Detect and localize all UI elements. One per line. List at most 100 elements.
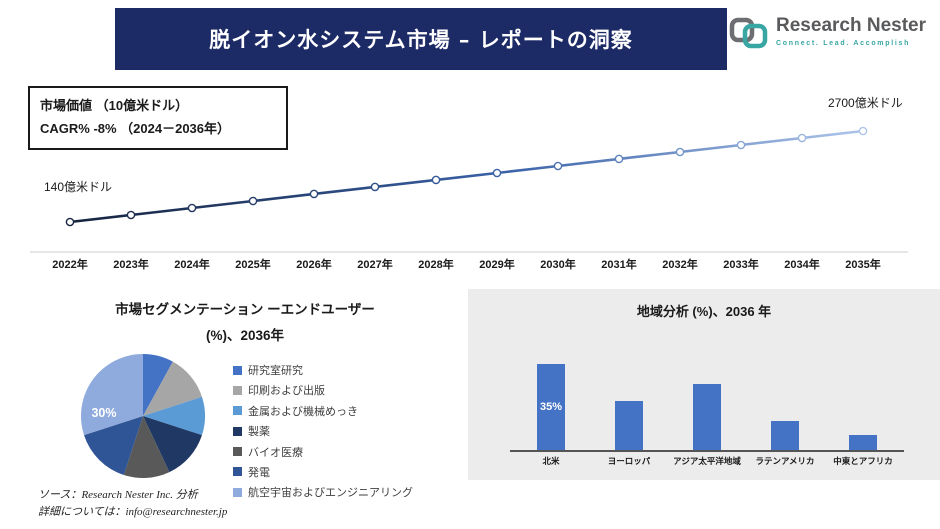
trend-end-value-label: 2700億米ドル — [828, 96, 903, 110]
market-value-info-box: 市場価値 （10億米ドル） CAGR% -8% （2024－2036年） — [28, 86, 288, 150]
trend-marker-10 — [675, 147, 685, 157]
pie-slice-4 — [123, 416, 170, 479]
pie-slice-2 — [143, 396, 206, 436]
x-tick-label: 2032年 — [662, 259, 698, 271]
brand-text: Research Nester Connect. Lead. Accomplis… — [776, 16, 926, 47]
bar-column-3 — [746, 363, 824, 450]
trend-line — [69, 129, 864, 224]
legend-label: 発電 — [248, 466, 270, 479]
trend-marker-11 — [736, 140, 746, 150]
x-tick-label: 2034年 — [784, 259, 820, 271]
bar-chart-categories: 北米 ヨーロッパ アジア太平洋地域 ラテンアメリカ 中東とアフリカ — [512, 455, 902, 467]
pie-chart-svg — [80, 354, 206, 479]
trend-marker-7 — [492, 168, 502, 178]
bar-category-label: ラテンアメリカ — [755, 456, 815, 466]
brand-tagline: Connect. Lead. Accomplish — [776, 39, 911, 47]
legend-label: 印刷および出版 — [248, 385, 325, 398]
bar-column-1 — [590, 363, 668, 450]
legend-label: 航空宇宙およびエンジニアリング — [248, 487, 413, 500]
page-title: 脱イオン水システム市場 – レポートの洞察 — [209, 27, 633, 52]
bar-column-4 — [824, 363, 902, 450]
footer-source: ソース：Research Nester Inc. 分析 — [38, 489, 198, 501]
legend-item-5: 発電 — [233, 464, 413, 480]
legend-item-1: 印刷および出版 — [233, 382, 413, 398]
x-tick-label: 2029年 — [479, 259, 515, 271]
trend-marker-4 — [309, 189, 319, 199]
trend-marker-12 — [797, 133, 807, 143]
bar-1 — [615, 401, 643, 450]
legend-item-6: 航空宇宙およびエンジニアリング — [233, 484, 413, 500]
trend-x-axis: 2022年 2023年 2024年 2025年 2026年 2027年 2028年 2029年… — [0, 256, 940, 272]
trend-marker-13 — [858, 126, 868, 136]
pie-slice-0 — [143, 354, 173, 416]
bar-3 — [771, 421, 799, 450]
x-tick-label: 2031年 — [601, 259, 637, 271]
bar-0: 35% — [537, 364, 565, 450]
bar-category-label: 中東とアフリカ — [833, 456, 893, 466]
bar-2 — [693, 384, 721, 450]
trend-start-value-label: 140億米ドル — [44, 180, 113, 194]
market-value-label: 市場価値 （10億米ドル） — [40, 98, 189, 113]
bar-column-0: 35% — [512, 363, 590, 450]
legend-label: 研究室研究 — [248, 365, 303, 377]
x-tick-label: 2022年 — [52, 259, 88, 271]
regional-title: 地域分析 (%)、2036 年 — [636, 304, 772, 319]
legend-swatch — [233, 467, 242, 477]
legend-item-3: 製薬 — [233, 423, 413, 439]
x-tick-label: 2024年 — [174, 259, 210, 271]
legend-label: 製薬 — [248, 426, 270, 439]
legend-item-0: 研究室研究 — [233, 362, 413, 378]
legend-swatch — [233, 487, 242, 497]
legend-swatch — [233, 385, 242, 395]
legend-label: バイオ医療 — [248, 446, 303, 459]
x-tick-label: 2030年 — [540, 259, 576, 271]
bar-category-label: ヨーロッパ — [607, 456, 651, 466]
trend-marker-9 — [614, 154, 624, 164]
bar-4 — [849, 435, 877, 450]
bar-category-label: 北米 — [542, 456, 560, 466]
pie-slice-6 — [80, 354, 143, 436]
x-tick-label: 2033年 — [723, 259, 759, 271]
trend-marker-5 — [370, 182, 380, 192]
x-tick-label: 2027年 — [357, 259, 393, 271]
pie-slice-3 — [143, 416, 202, 473]
trend-marker-3 — [248, 196, 258, 206]
bar-category-label: アジア太平洋地域 — [673, 456, 741, 466]
segmentation-title: 市場セグメンテーション ーエンドユーザー (%)、2036年 — [30, 297, 460, 348]
x-tick-label: 2026年 — [296, 259, 332, 271]
bar-chart-axis — [510, 450, 904, 452]
footer: ソース：Research Nester Inc. 分析 詳細については：info… — [38, 487, 227, 520]
segmentation-title-line2: (%)、2036年 — [205, 327, 285, 343]
trend-marker-1 — [126, 210, 136, 220]
legend-item-4: バイオ医療 — [233, 444, 413, 460]
segmentation-title-line1: 市場セグメンテーション ーエンドユーザー — [115, 302, 375, 317]
regional-analysis-panel: 地域分析 (%)、2036 年 35% 北米 ヨーロッパ アジア太平洋地域 ラテンアメ… — [468, 289, 940, 480]
bar-column-2 — [668, 363, 746, 450]
trend-marker-6 — [431, 175, 441, 185]
pie-slice-data-label: 30% — [91, 406, 117, 420]
trend-marker-2 — [187, 203, 197, 213]
pie-slice-5 — [84, 416, 143, 475]
legend-swatch — [233, 426, 242, 436]
brand-name: Research Nester — [776, 15, 926, 36]
legend-item-2: 金属および機械めっき — [233, 403, 413, 419]
research-nester-logo-icon — [729, 16, 769, 55]
legend-swatch — [233, 406, 242, 416]
footer-contact: 詳細については：info@researchnester.jp — [38, 505, 228, 518]
cagr-label: CAGR% -8% （2024－2036年） — [40, 120, 231, 136]
legend-label: 金属および機械めっき — [248, 405, 358, 418]
header-banner: 脱イオン水システム市場 – レポートの洞察 — [115, 8, 727, 70]
pie-legend: 研究室研究印刷および出版金属および機械めっき 製薬バイオ医療発電航空宇宙およびエン… — [233, 362, 413, 505]
x-tick-label: 2028年 — [418, 259, 454, 271]
bar-chart-bars: 35% — [512, 363, 902, 450]
x-tick-label: 2035年 — [845, 259, 881, 271]
pie-slice-1 — [143, 361, 202, 416]
trend-marker-0 — [65, 217, 75, 227]
legend-swatch — [233, 447, 242, 457]
bar-data-label: 35% — [539, 401, 563, 413]
x-tick-label: 2025年 — [235, 259, 271, 271]
trend-marker-8 — [553, 161, 563, 171]
brand-logo: Research Nester Connect. Lead. Accomplis… — [729, 16, 926, 55]
trend-chart-svg — [30, 126, 908, 253]
